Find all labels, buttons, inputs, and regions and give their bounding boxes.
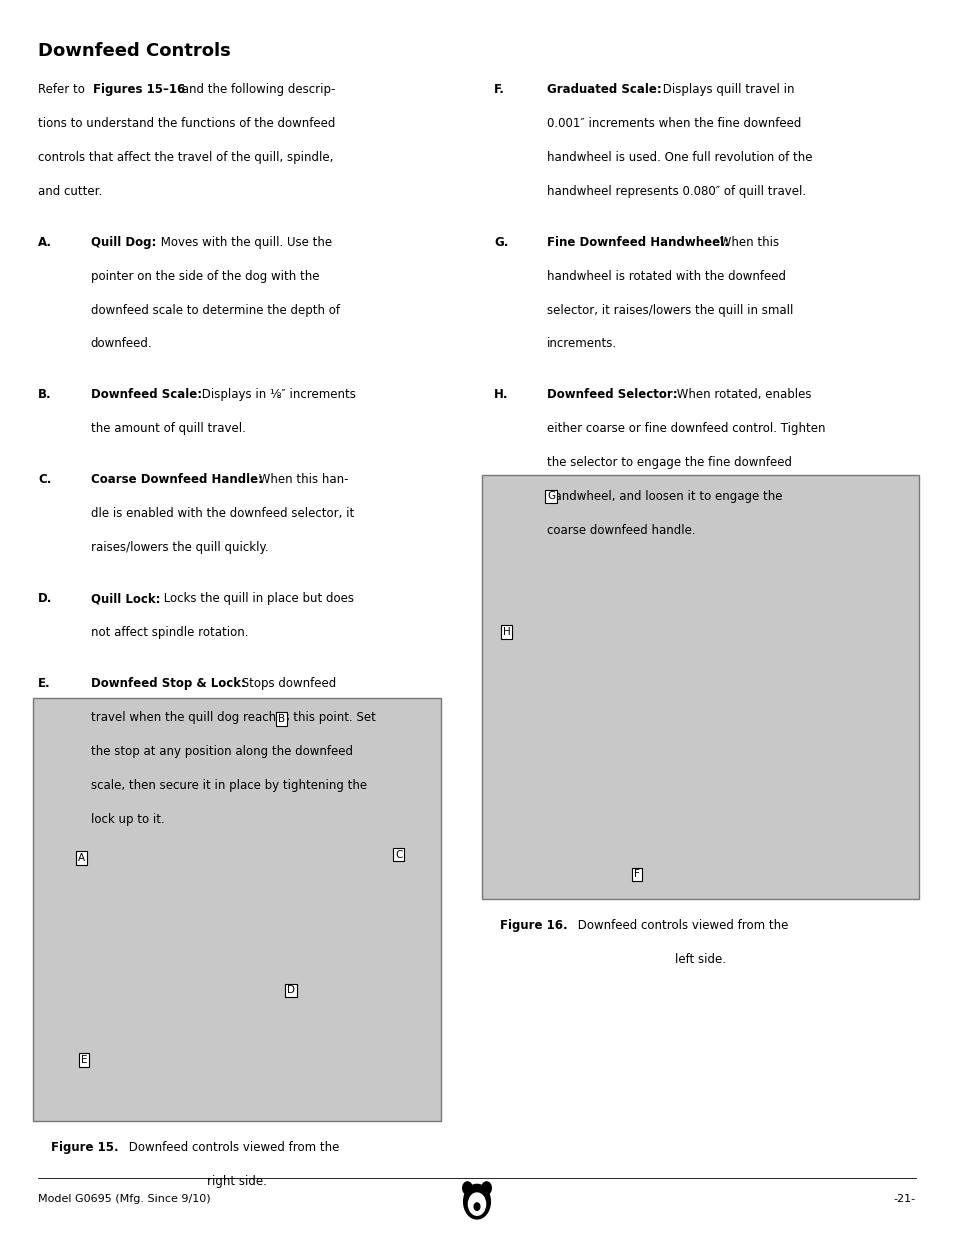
Text: Stops downfeed: Stops downfeed <box>238 677 336 690</box>
Text: F: F <box>634 869 639 879</box>
Text: D.: D. <box>38 592 52 605</box>
Text: controls that affect the travel of the quill, spindle,: controls that affect the travel of the q… <box>38 151 334 164</box>
Text: handwheel is used. One full revolution of the: handwheel is used. One full revolution o… <box>546 151 811 164</box>
Bar <box>481 475 918 899</box>
Text: -21-: -21- <box>893 1194 915 1204</box>
Text: handwheel represents 0.080″ of quill travel.: handwheel represents 0.080″ of quill tra… <box>546 184 805 198</box>
Text: the stop at any position along the downfeed: the stop at any position along the downf… <box>91 745 353 758</box>
Circle shape <box>474 1203 479 1210</box>
Bar <box>33 698 440 1121</box>
Circle shape <box>468 1193 485 1215</box>
Text: coarse downfeed handle.: coarse downfeed handle. <box>546 524 695 537</box>
Text: D: D <box>287 986 294 995</box>
Text: right side.: right side. <box>207 1176 267 1188</box>
Text: travel when the quill dog reaches this point. Set: travel when the quill dog reaches this p… <box>91 711 375 724</box>
Text: downfeed.: downfeed. <box>91 337 152 351</box>
Text: H.: H. <box>494 388 508 401</box>
Text: Downfeed Selector:: Downfeed Selector: <box>546 388 677 401</box>
Text: not affect spindle rotation.: not affect spindle rotation. <box>91 626 248 640</box>
Text: Graduated Scale:: Graduated Scale: <box>546 83 660 96</box>
Text: pointer on the side of the dog with the: pointer on the side of the dog with the <box>91 269 319 283</box>
Text: left side.: left side. <box>674 953 725 966</box>
Text: tions to understand the functions of the downfeed: tions to understand the functions of the… <box>38 117 335 130</box>
Text: lock up to it.: lock up to it. <box>91 813 164 826</box>
Text: Fine Downfeed Handwheel:: Fine Downfeed Handwheel: <box>546 236 728 248</box>
Circle shape <box>481 1182 491 1194</box>
Text: C: C <box>395 850 402 860</box>
Text: G.: G. <box>494 236 508 248</box>
Circle shape <box>463 1184 490 1219</box>
Text: either coarse or fine downfeed control. Tighten: either coarse or fine downfeed control. … <box>546 422 824 436</box>
Text: E.: E. <box>38 677 51 690</box>
Text: selector, it raises/lowers the quill in small: selector, it raises/lowers the quill in … <box>546 304 792 316</box>
Text: A: A <box>77 853 85 863</box>
Text: Model G0695 (Mfg. Since 9/10): Model G0695 (Mfg. Since 9/10) <box>38 1194 211 1204</box>
Text: B.: B. <box>38 388 51 401</box>
Text: increments.: increments. <box>546 337 617 351</box>
Text: Moves with the quill. Use the: Moves with the quill. Use the <box>157 236 333 248</box>
Text: Refer to: Refer to <box>38 83 89 96</box>
Text: Figure 16.: Figure 16. <box>499 919 567 932</box>
Text: handwheel is rotated with the downfeed: handwheel is rotated with the downfeed <box>546 269 785 283</box>
Text: the amount of quill travel.: the amount of quill travel. <box>91 422 245 436</box>
Text: and the following descrip-: and the following descrip- <box>178 83 335 96</box>
Text: When rotated, enables: When rotated, enables <box>672 388 810 401</box>
Text: dle is enabled with the downfeed selector, it: dle is enabled with the downfeed selecto… <box>91 508 354 520</box>
Text: 0.001″ increments when the fine downfeed: 0.001″ increments when the fine downfeed <box>546 117 801 130</box>
Text: downfeed scale to determine the depth of: downfeed scale to determine the depth of <box>91 304 339 316</box>
Text: Quill Dog:: Quill Dog: <box>91 236 156 248</box>
Text: Downfeed controls viewed from the: Downfeed controls viewed from the <box>574 919 788 932</box>
Text: G: G <box>547 492 555 501</box>
Text: F.: F. <box>494 83 504 96</box>
Text: the selector to engage the fine downfeed: the selector to engage the fine downfeed <box>546 456 791 469</box>
Text: Coarse Downfeed Handle:: Coarse Downfeed Handle: <box>91 473 262 487</box>
Text: scale, then secure it in place by tightening the: scale, then secure it in place by tighte… <box>91 779 366 792</box>
Text: Figure 15.: Figure 15. <box>51 1141 118 1155</box>
Text: Locks the quill in place but does: Locks the quill in place but does <box>160 592 354 605</box>
Text: B: B <box>277 714 285 724</box>
Text: Downfeed Controls: Downfeed Controls <box>38 42 231 61</box>
Text: Downfeed controls viewed from the: Downfeed controls viewed from the <box>126 1141 339 1155</box>
Text: E: E <box>81 1055 87 1065</box>
Text: handwheel, and loosen it to engage the: handwheel, and loosen it to engage the <box>546 490 781 504</box>
Text: Downfeed Stop & Lock:: Downfeed Stop & Lock: <box>91 677 245 690</box>
Text: Displays in ⅛″ increments: Displays in ⅛″ increments <box>198 388 355 401</box>
Text: H: H <box>502 627 510 637</box>
Circle shape <box>462 1182 472 1194</box>
Text: A.: A. <box>38 236 52 248</box>
Text: Downfeed Scale:: Downfeed Scale: <box>91 388 201 401</box>
Text: C.: C. <box>38 473 51 487</box>
Text: Quill Lock:: Quill Lock: <box>91 592 160 605</box>
Text: Displays quill travel in: Displays quill travel in <box>659 83 794 96</box>
Text: When this han-: When this han- <box>254 473 348 487</box>
Text: raises/lowers the quill quickly.: raises/lowers the quill quickly. <box>91 541 268 555</box>
Text: and cutter.: and cutter. <box>38 184 102 198</box>
Text: When this: When this <box>716 236 779 248</box>
Text: Figures 15–16: Figures 15–16 <box>93 83 186 96</box>
